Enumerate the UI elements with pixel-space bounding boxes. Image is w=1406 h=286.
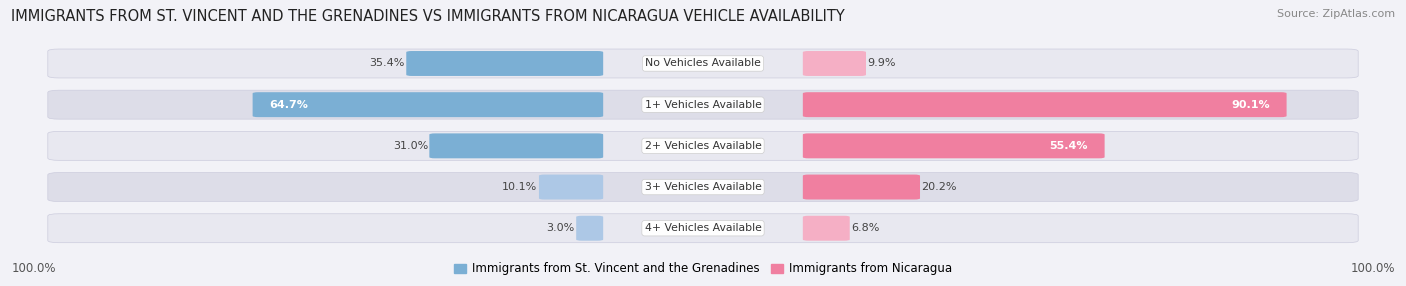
- Text: 90.1%: 90.1%: [1232, 100, 1270, 110]
- Text: 3.0%: 3.0%: [547, 223, 575, 233]
- Text: 20.2%: 20.2%: [921, 182, 957, 192]
- Text: 6.8%: 6.8%: [851, 223, 880, 233]
- Text: 31.0%: 31.0%: [392, 141, 427, 151]
- Text: No Vehicles Available: No Vehicles Available: [645, 59, 761, 68]
- Text: 100.0%: 100.0%: [1350, 262, 1395, 275]
- Text: 9.9%: 9.9%: [868, 59, 896, 68]
- Text: 4+ Vehicles Available: 4+ Vehicles Available: [644, 223, 762, 233]
- Text: 35.4%: 35.4%: [370, 59, 405, 68]
- Legend: Immigrants from St. Vincent and the Grenadines, Immigrants from Nicaragua: Immigrants from St. Vincent and the Gren…: [450, 258, 956, 280]
- Text: 1+ Vehicles Available: 1+ Vehicles Available: [644, 100, 762, 110]
- Text: 3+ Vehicles Available: 3+ Vehicles Available: [644, 182, 762, 192]
- Text: IMMIGRANTS FROM ST. VINCENT AND THE GRENADINES VS IMMIGRANTS FROM NICARAGUA VEHI: IMMIGRANTS FROM ST. VINCENT AND THE GREN…: [11, 9, 845, 23]
- Text: 55.4%: 55.4%: [1049, 141, 1088, 151]
- Text: 100.0%: 100.0%: [11, 262, 56, 275]
- Text: 64.7%: 64.7%: [270, 100, 308, 110]
- Text: 2+ Vehicles Available: 2+ Vehicles Available: [644, 141, 762, 151]
- Text: Source: ZipAtlas.com: Source: ZipAtlas.com: [1277, 9, 1395, 19]
- Text: 10.1%: 10.1%: [502, 182, 537, 192]
